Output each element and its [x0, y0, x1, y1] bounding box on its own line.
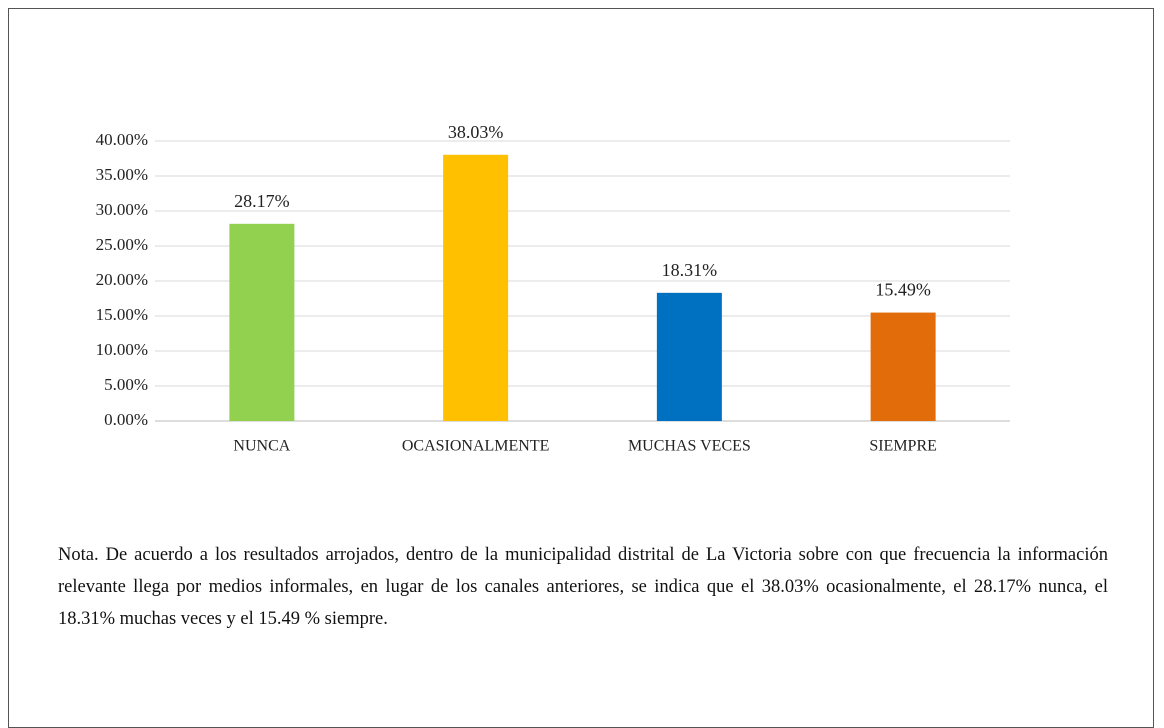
y-tick-label: 5.00%	[104, 375, 148, 394]
x-tick-label: OCASIONALMENTE	[402, 438, 550, 455]
x-tick-label: SIEMPRE	[869, 438, 937, 455]
chart: 0.00% 5.00% 10.00% 15.00% 20.00% 25.00% 30.00%…	[96, 122, 1010, 455]
y-tick-label: 30.00%	[96, 200, 148, 219]
bar	[229, 223, 295, 421]
y-tick-label: 15.00%	[96, 305, 148, 324]
x-tick-label: MUCHAS VECES	[628, 438, 751, 455]
y-tick-label: 40.00%	[96, 130, 148, 149]
y-tick-label: 10.00%	[96, 340, 148, 359]
x-tick-label: NUNCA	[233, 438, 290, 455]
y-tick-label: 25.00%	[96, 235, 148, 254]
y-tick-label: 0.00%	[104, 410, 148, 429]
bar	[870, 312, 936, 421]
y-tick-label: 20.00%	[96, 270, 148, 289]
value-label: 28.17%	[234, 191, 290, 211]
note: Nota. De acuerdo a los resultados arroja…	[58, 545, 1108, 629]
bar	[656, 292, 722, 421]
bar	[443, 154, 509, 422]
value-label: 15.49%	[875, 280, 931, 300]
value-label: 38.03%	[448, 122, 504, 142]
value-label: 18.31%	[662, 260, 718, 280]
y-tick-label: 35.00%	[96, 165, 148, 184]
